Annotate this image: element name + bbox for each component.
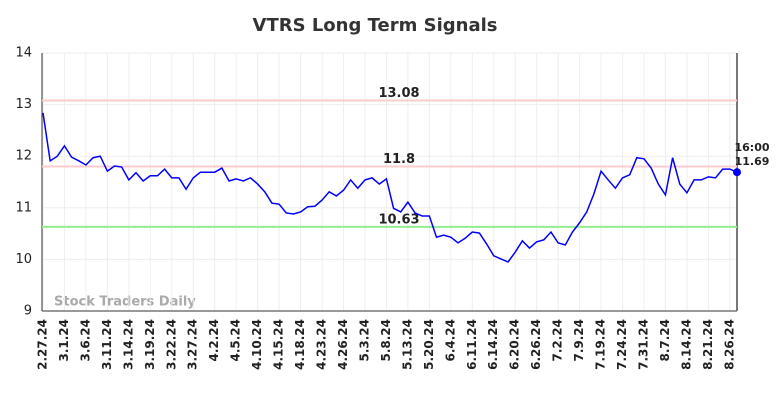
y-tick-label: 10	[15, 252, 32, 267]
x-tick-label: 8.26.24	[722, 319, 736, 370]
x-tick-label: 4.5.24	[229, 319, 243, 362]
x-tick-label: 7.9.24	[572, 319, 586, 362]
x-tick-label: 2.27.24	[36, 319, 50, 370]
x-tick-label: 3.6.24	[78, 319, 92, 362]
x-tick-label: 8.21.24	[701, 319, 715, 370]
x-tick-label: 4.18.24	[293, 319, 307, 370]
y-tick-label: 12	[15, 149, 32, 164]
x-tick-label: 8.14.24	[679, 319, 693, 370]
x-tick-label: 5.13.24	[400, 319, 414, 370]
x-tick-label: 5.20.24	[422, 319, 436, 370]
x-tick-label: 7.2.24	[551, 319, 565, 362]
time-label: 16:00	[734, 141, 769, 154]
x-tick-label: 3.14.24	[121, 319, 135, 370]
y-tick-label: 9	[24, 304, 32, 319]
x-tick-label: 5.3.24	[357, 319, 371, 362]
x-tick-label: 4.15.24	[272, 319, 286, 370]
x-tick-label: 7.24.24	[615, 319, 629, 370]
y-tick-label: 11	[15, 200, 32, 215]
signal-label: 11.8	[383, 152, 415, 167]
x-tick-label: 7.19.24	[594, 319, 608, 370]
last-point	[733, 168, 741, 177]
x-tick-label: 6.20.24	[508, 319, 522, 370]
x-tick-label: 4.26.24	[336, 319, 350, 370]
x-tick-label: 8.7.24	[658, 319, 672, 362]
x-tick-label: 3.11.24	[100, 319, 114, 370]
x-tick-label: 6.26.24	[529, 319, 543, 370]
x-tick-label: 4.23.24	[315, 319, 329, 370]
x-tick-label: 4.10.24	[250, 319, 264, 370]
x-tick-label: 3.1.24	[57, 319, 71, 362]
y-tick-label: 14	[15, 46, 32, 61]
signal-label: 10.63	[378, 212, 419, 227]
x-tick-label: 3.19.24	[143, 319, 157, 370]
y-tick-label: 13	[15, 97, 32, 112]
x-tick-label: 6.14.24	[486, 319, 500, 370]
x-tick-label: 5.8.24	[379, 319, 393, 362]
x-tick-label: 6.11.24	[465, 319, 479, 370]
x-tick-label: 3.27.24	[186, 319, 200, 370]
price-line	[42, 112, 738, 263]
x-tick-label: 3.22.24	[164, 319, 178, 370]
chart-title: VTRS Long Term Signals	[253, 15, 498, 36]
last-value-label: 11.69	[735, 155, 770, 168]
watermark: Stock Traders Daily	[54, 295, 196, 310]
signal-label: 13.08	[378, 86, 419, 101]
x-tick-label: 6.4.24	[443, 319, 457, 362]
x-tick-label: 4.2.24	[207, 319, 221, 362]
x-tick-label: 7.31.24	[636, 319, 650, 370]
